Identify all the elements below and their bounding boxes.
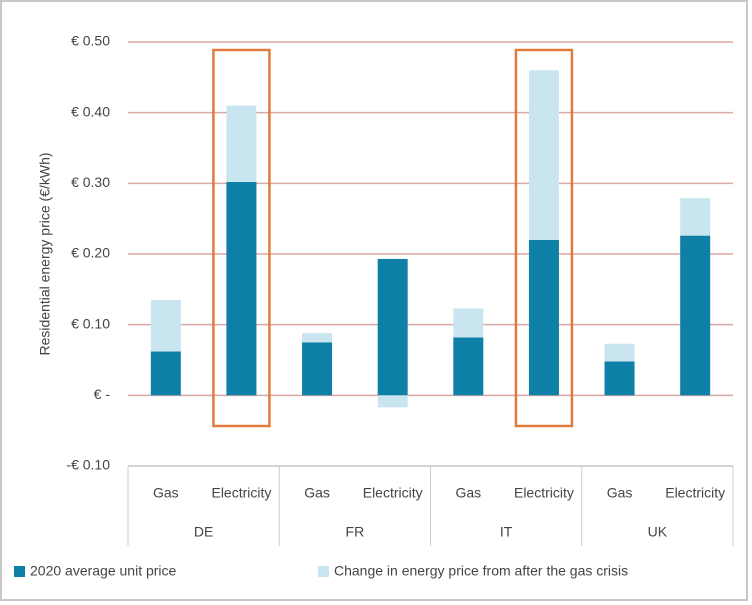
bar-segment: [302, 333, 333, 343]
x-tick-label: Gas: [607, 485, 633, 501]
y-axis-label: Residential energy price (€/kWh): [37, 152, 53, 355]
x-tick-label: Gas: [455, 485, 481, 501]
x-tick-label: Electricity: [514, 485, 574, 501]
group-label: DE: [194, 524, 213, 540]
bar-segment: [226, 181, 257, 396]
x-tick-label: Gas: [304, 485, 330, 501]
bar-segment: [377, 395, 408, 408]
y-tick-label: € 0.10: [71, 315, 110, 331]
y-tick-label: € 0.50: [71, 33, 110, 49]
bar-segment: [226, 105, 257, 182]
y-tick-label: € 0.30: [71, 174, 110, 190]
highlight-box: [212, 48, 271, 428]
bar-segment: [528, 70, 559, 240]
x-tick-label: Electricity: [363, 485, 423, 501]
y-tick-label: € 0.20: [71, 245, 110, 261]
x-tick-label: Electricity: [665, 485, 725, 501]
bar-segment: [604, 343, 635, 362]
group-label: IT: [500, 524, 513, 540]
y-tick-label: € -: [94, 386, 111, 402]
bar-segment: [604, 361, 635, 396]
bar-segment: [453, 308, 484, 338]
y-tick-label: € 0.40: [71, 103, 110, 119]
legend-label: 2020 average unit price: [30, 563, 177, 579]
bar-segment: [453, 337, 484, 396]
y-tick-label: -€ 0.10: [66, 457, 110, 473]
legend-swatch: [318, 566, 329, 577]
bar-segment: [680, 198, 711, 236]
bar-segment: [377, 258, 408, 396]
bar-segment: [680, 235, 711, 396]
group-label: FR: [346, 524, 365, 540]
bar-segment: [150, 351, 181, 396]
x-tick-label: Electricity: [211, 485, 271, 501]
bar-segment: [302, 342, 333, 396]
group-label: UK: [648, 524, 668, 540]
legend-label: Change in energy price from after the ga…: [334, 563, 628, 579]
bar-segment: [528, 239, 559, 396]
bar-segment: [150, 299, 181, 352]
highlight-box: [514, 48, 574, 428]
x-tick-label: Gas: [153, 485, 179, 501]
legend-swatch: [14, 566, 25, 577]
